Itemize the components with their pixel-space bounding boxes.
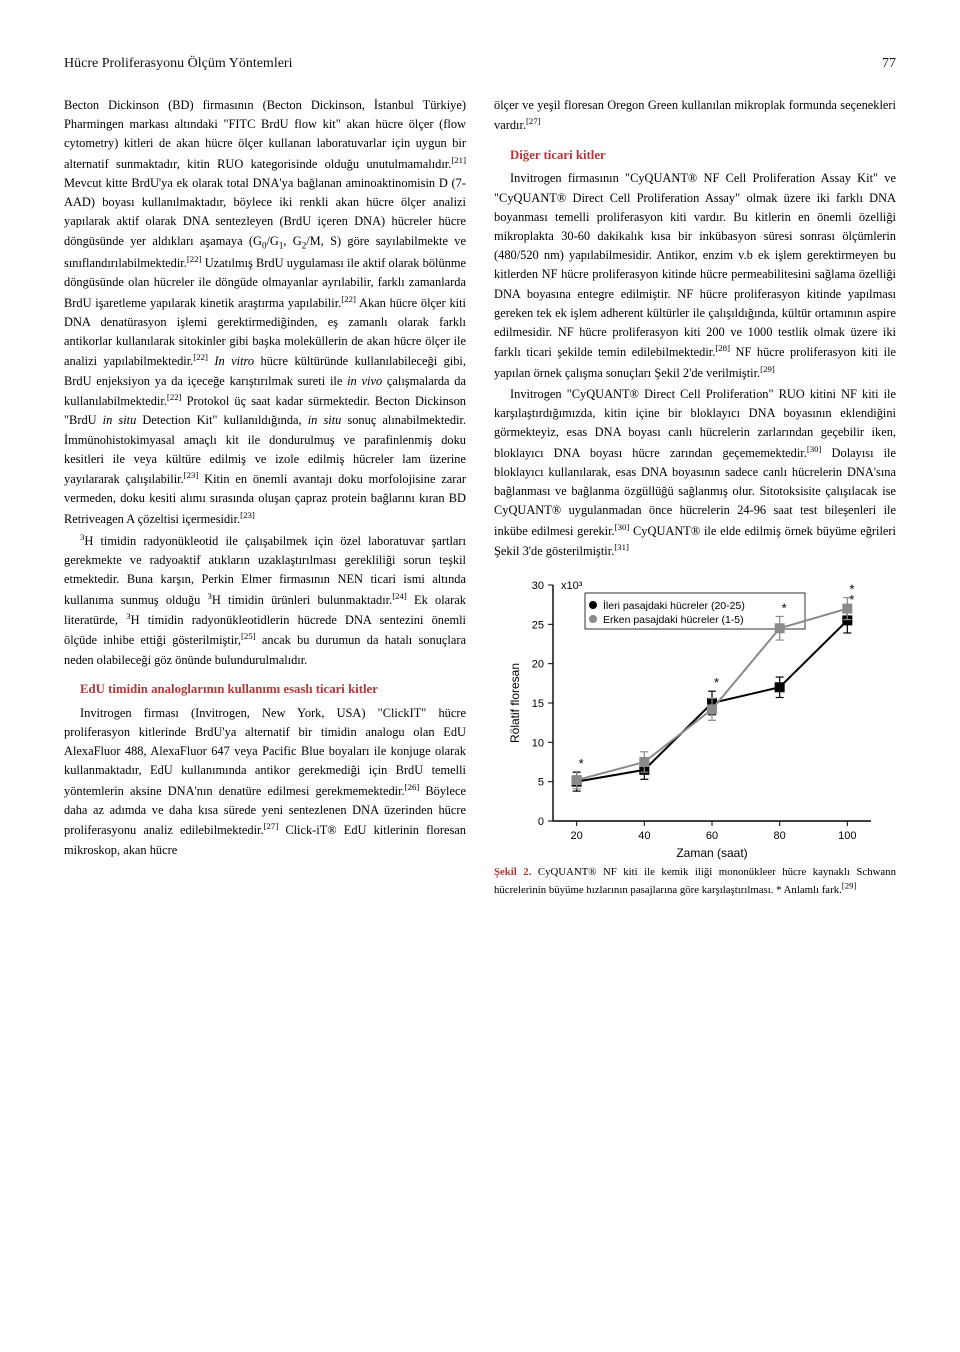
svg-text:*: * [849,582,854,597]
svg-text:20: 20 [571,830,583,842]
proliferation-chart: 0 5 10 15 20 25 30 20 40 60 80 100 Zaman (saat) Rölat… [505,571,885,861]
figure-2-caption: Şekil 2. CyQUANT® NF kiti ile kemik iliğ… [494,865,896,897]
subhead-edu-timidin: EdU timidin analoglarının kullanımı esas… [64,680,466,700]
svg-text:5: 5 [538,777,544,789]
figure-2: 0 5 10 15 20 25 30 20 40 60 80 100 Zaman (saat) Rölat… [494,571,896,897]
subhead-diger-kitler: Diğer ticari kitler [494,146,896,166]
left-paragraph-2: 3H timidin radyonükleotid ile çalışabilm… [64,531,466,670]
svg-text:25: 25 [532,620,544,632]
svg-text:*: * [782,601,787,616]
svg-text:Rölatif floresan: Rölatif floresan [508,663,522,743]
svg-text:15: 15 [532,698,544,710]
svg-text:0: 0 [538,816,544,828]
svg-text:20: 20 [532,659,544,671]
svg-text:Erken pasajdaki hücreler (1-5): Erken pasajdaki hücreler (1-5) [603,614,744,626]
left-paragraph-1: Becton Dickinson (BD) firmasının (Becton… [64,96,466,529]
svg-text:40: 40 [638,830,650,842]
left-column: Becton Dickinson (BD) firmasının (Becton… [64,96,466,897]
svg-text:Zaman (saat): Zaman (saat) [676,846,747,860]
svg-text:30: 30 [532,580,544,592]
left-paragraph-3: Invitrogen firması (Invitrogen, New York… [64,704,466,860]
right-paragraph-2: Invitrogen firmasının "CyQUANT® NF Cell … [494,169,896,383]
svg-text:x10³: x10³ [561,580,583,592]
right-paragraph-1: ölçer ve yeşil floresan Oregon Green kul… [494,96,896,136]
figure-label: Şekil 2. [494,866,531,878]
svg-text:*: * [579,757,584,772]
svg-text:80: 80 [774,830,786,842]
svg-text:*: * [714,676,719,691]
right-column: ölçer ve yeşil floresan Oregon Green kul… [494,96,896,897]
right-paragraph-3: Invitrogen "CyQUANT® Direct Cell Prolife… [494,385,896,561]
svg-text:İleri pasajdaki hücreler (20-2: İleri pasajdaki hücreler (20-25) [603,599,745,612]
page-number: 77 [882,56,896,72]
svg-text:100: 100 [838,830,856,842]
running-title: Hücre Proliferasyonu Ölçüm Yöntemleri [64,56,292,72]
svg-text:10: 10 [532,738,544,750]
svg-text:60: 60 [706,830,718,842]
